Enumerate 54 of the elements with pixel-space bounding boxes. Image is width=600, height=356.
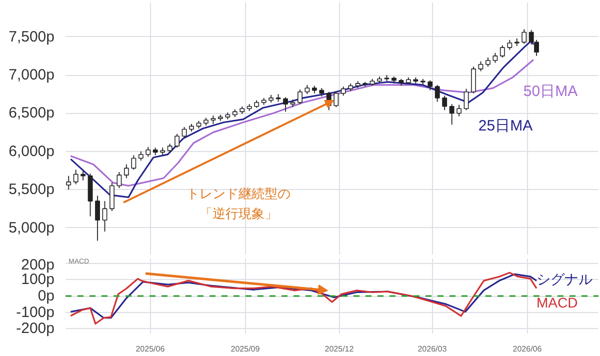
x-tick-label: 2026/03 [418,344,448,354]
candlestick [428,80,433,91]
candlestick [131,154,136,170]
candlestick [492,52,498,64]
candlestick [334,90,339,108]
y-tick-label: 6,000p [8,142,55,160]
x-tick-label: 2025/06 [136,344,166,354]
y-tick-label: -200p [16,320,55,338]
candlestick [486,56,490,68]
y-tick-label: 5,500p [8,181,55,198]
candlestick [110,182,114,212]
annotation: 「逆行現象」 [200,206,278,221]
y-tick-label: 0p [38,288,55,304]
series-label: 50日MA [523,82,578,100]
x-tick-label: 2025/12 [324,344,354,354]
candlestick [124,164,129,179]
candlestick [174,133,180,148]
candlestick [66,175,72,190]
candlestick [146,146,151,158]
x-tick-label: 2026/06 [512,344,542,354]
y-tick-label: 7,500p [8,28,55,46]
candlestick [456,104,462,117]
candlestick [340,86,346,96]
candlestick [182,126,187,138]
series-label: 25日MA [478,118,533,134]
series-label: シグナル [536,270,592,287]
candlestick [478,60,484,72]
y-tick-label: 5,000p [8,219,55,236]
candlestick [167,143,172,154]
x-tick-label: 2025/09 [230,344,260,354]
annotation: トレンド継続型の [186,186,290,201]
candlestick [471,66,476,94]
candlestick [304,84,310,95]
y-tick-label: 7,000p [8,66,55,84]
candlestick [283,96,288,112]
candlestick [95,195,100,242]
candlestick [464,88,469,111]
candlestick [449,104,454,126]
y-tick-label: 6,500p [8,104,55,122]
candlestick [73,169,78,185]
candlestick [116,172,122,189]
candlestick [522,28,527,44]
y-tick-label: -100p [16,304,55,321]
candlestick [138,150,144,162]
series-label: MACD [536,294,578,311]
candlestick [80,170,86,181]
candlestick [507,39,512,50]
candlestick [434,84,440,102]
y-tick-label: 200p [21,256,55,274]
candlestick [298,89,302,105]
y-tick-label: 100p [21,271,55,288]
candlestick [500,44,505,58]
candlestick [102,200,108,232]
candlestick [442,95,448,111]
